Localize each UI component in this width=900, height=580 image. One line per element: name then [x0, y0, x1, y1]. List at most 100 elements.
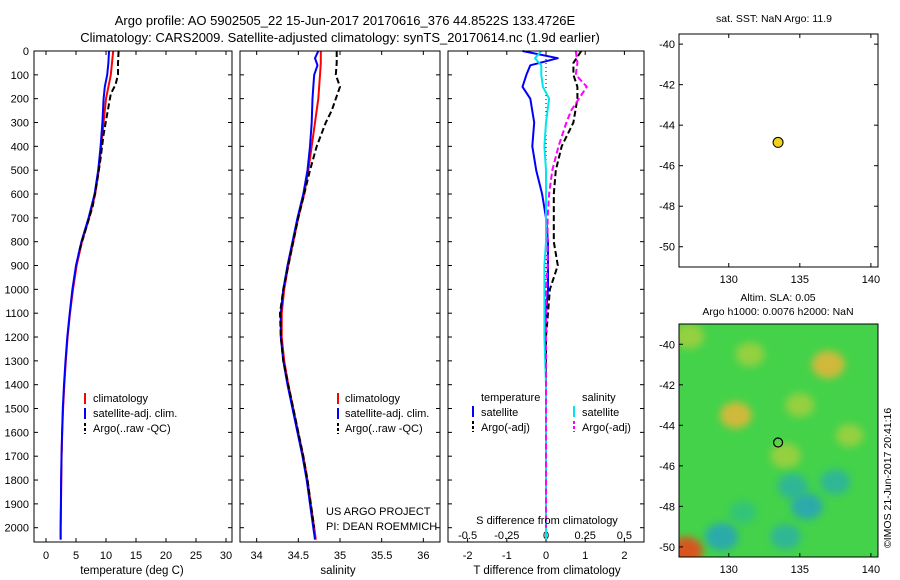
float-location-marker — [772, 437, 784, 448]
x-tick-label: 135 — [791, 274, 809, 286]
temperature-legend: climatology satellite-adj. clim. Argo(..… — [84, 393, 177, 435]
sla-anomaly-blob — [735, 342, 765, 367]
depth-tick-label: 100 — [11, 70, 29, 82]
sla-anomaly-blob — [785, 393, 815, 418]
x-tick-label: 34 — [251, 550, 263, 562]
depth-tick-label: 1100 — [5, 308, 29, 320]
salinity-legend: climatology satellite-adj. clim. Argo(..… — [337, 393, 429, 435]
map-frame — [678, 33, 879, 268]
depth-tick-label: 900 — [11, 261, 29, 273]
series-line-salinity-argo-adj- — [545, 50, 588, 528]
s-diff-tick-label: 0.5 — [617, 530, 632, 542]
sla-anomaly-blob — [770, 443, 801, 469]
depth-tick-label: 1800 — [5, 475, 29, 487]
x-tick-label: 35.5 — [371, 550, 392, 562]
depth-tick-label: 400 — [11, 141, 29, 153]
series-line-climatology — [280, 51, 322, 540]
sla-anomaly-blob — [705, 522, 739, 551]
s-diff-tick-label: -0.25 — [494, 530, 519, 542]
difference-panel: -2 -1 0 1 2-0.5 -0.25 0 0.25 0.5 — [447, 50, 645, 562]
y-tick-label: -44 — [659, 120, 675, 132]
legend-temp-satellite-label: satellite — [481, 407, 518, 419]
depth-tick-label: 600 — [11, 189, 29, 201]
figure-title-line2: Climatology: CARS2009. Satellite-adjuste… — [80, 30, 600, 45]
series-line-satellite-adj-clim- — [279, 50, 320, 540]
depth-tick-label: 1900 — [5, 499, 29, 511]
depth-tick-label: 1700 — [5, 451, 29, 463]
legend-sal-satellite-label: satellite — [582, 407, 619, 419]
series-line-argo-raw-qc- — [77, 50, 120, 254]
sla-anomaly-blob — [777, 473, 808, 499]
sla-map-panel: 130 135 140 -40 -42 -44 -46 -48 -50 — [659, 323, 880, 576]
sla-anomaly-blob — [729, 501, 757, 524]
depth-tick-label: 300 — [11, 118, 29, 130]
sla-anomaly-blob — [679, 324, 705, 349]
salinity-panel: 34 34.5 35 35.5 36 — [239, 50, 441, 562]
sst-panel-title: sat. SST: NaN Argo: 11.9 — [716, 13, 832, 25]
s-diff-tick-label: -0.5 — [458, 530, 477, 542]
y-tick-label: -40 — [659, 39, 675, 51]
x-tick-label: -2 — [463, 550, 473, 562]
plot-frame — [447, 50, 645, 543]
x-tick-label: 34.5 — [288, 550, 309, 562]
x-tick-label: 25 — [190, 550, 202, 562]
depth-tick-label: 1500 — [5, 404, 29, 416]
sla-anomaly-blob — [791, 493, 823, 520]
difference-legend: temperature salinity satellite Argo(-adj… — [472, 392, 631, 434]
figure-title-line1: Argo profile: AO 5902505_22 15-Jun-2017 … — [115, 13, 576, 28]
legend-temperature-title: temperature — [481, 392, 540, 404]
temperature-panel: 0100200300400500600700800900100011001200… — [5, 46, 233, 562]
imos-timestamp: ©IMOS 21-Jun-2017 20:41:16 — [882, 408, 894, 548]
s-difference-axis-label: S difference from climatology — [476, 515, 618, 527]
x-tick-label: 35 — [334, 550, 346, 562]
plot-frame — [239, 50, 441, 543]
x-tick-label: 15 — [130, 550, 142, 562]
sst-map-panel: 130 135 140 -40 -42 -44 -46 -48 -50 — [659, 33, 880, 286]
s-diff-tick-label: 0.25 — [574, 530, 595, 542]
depth-tick-label: 1300 — [5, 356, 29, 368]
y-tick-label: -40 — [659, 339, 675, 351]
legend-satellite-label: satellite-adj. clim. — [93, 408, 177, 420]
legend-climatology-label: climatology — [93, 393, 149, 405]
sla-anomaly-blob — [770, 524, 801, 550]
y-tick-label: -42 — [659, 380, 675, 392]
series-line-temperature-argo-adj- — [545, 50, 583, 528]
x-tick-label: 0 — [43, 550, 49, 562]
depth-tick-label: 500 — [11, 165, 29, 177]
x-tick-label: 130 — [720, 274, 738, 286]
x-tick-label: 1 — [582, 550, 588, 562]
depth-tick-label: 700 — [11, 213, 29, 225]
y-tick-label: -46 — [659, 161, 675, 173]
x-tick-label: 130 — [720, 564, 738, 576]
temperature-axis-label: temperature (deg C) — [80, 565, 184, 577]
y-tick-label: -46 — [659, 461, 675, 473]
y-tick-label: -42 — [659, 80, 675, 92]
legend-climatology-label: climatology — [345, 393, 401, 405]
x-tick-label: 140 — [862, 274, 880, 286]
legend-argo-label: Argo(..raw -QC) — [345, 423, 423, 435]
depth-tick-label: 0 — [23, 46, 29, 58]
depth-tick-label: 800 — [11, 237, 29, 249]
y-tick-label: -48 — [659, 201, 675, 213]
legend-argo-label: Argo(..raw -QC) — [93, 423, 171, 435]
sla-anomaly-blob — [811, 350, 845, 379]
legend-temp-argo-label: Argo(-adj) — [481, 422, 530, 434]
depth-tick-label: 1200 — [5, 332, 29, 344]
series-line-temperature-satellite — [521, 50, 559, 540]
salinity-axis-label: salinity — [320, 565, 355, 577]
float-location-marker — [772, 136, 784, 148]
depth-tick-label: 2000 — [5, 523, 29, 535]
sla-panel-title2: Argo h1000: 0.0076 h2000: NaN — [702, 306, 853, 318]
pi-label: PI: DEAN ROEMMICH — [326, 521, 437, 533]
y-tick-label: -44 — [659, 420, 675, 432]
sla-anomaly-blob — [679, 536, 703, 557]
project-label: US ARGO PROJECT — [326, 506, 431, 518]
x-tick-label: 140 — [862, 564, 880, 576]
x-tick-label: 135 — [791, 564, 809, 576]
x-tick-label: 36 — [417, 550, 429, 562]
legend-salinity-title: salinity — [582, 392, 616, 404]
sla-panel-title1: Altim. SLA: 0.05 — [740, 292, 815, 304]
x-tick-label: 0 — [543, 550, 549, 562]
map-frame — [678, 323, 879, 558]
y-tick-label: -48 — [659, 501, 675, 513]
